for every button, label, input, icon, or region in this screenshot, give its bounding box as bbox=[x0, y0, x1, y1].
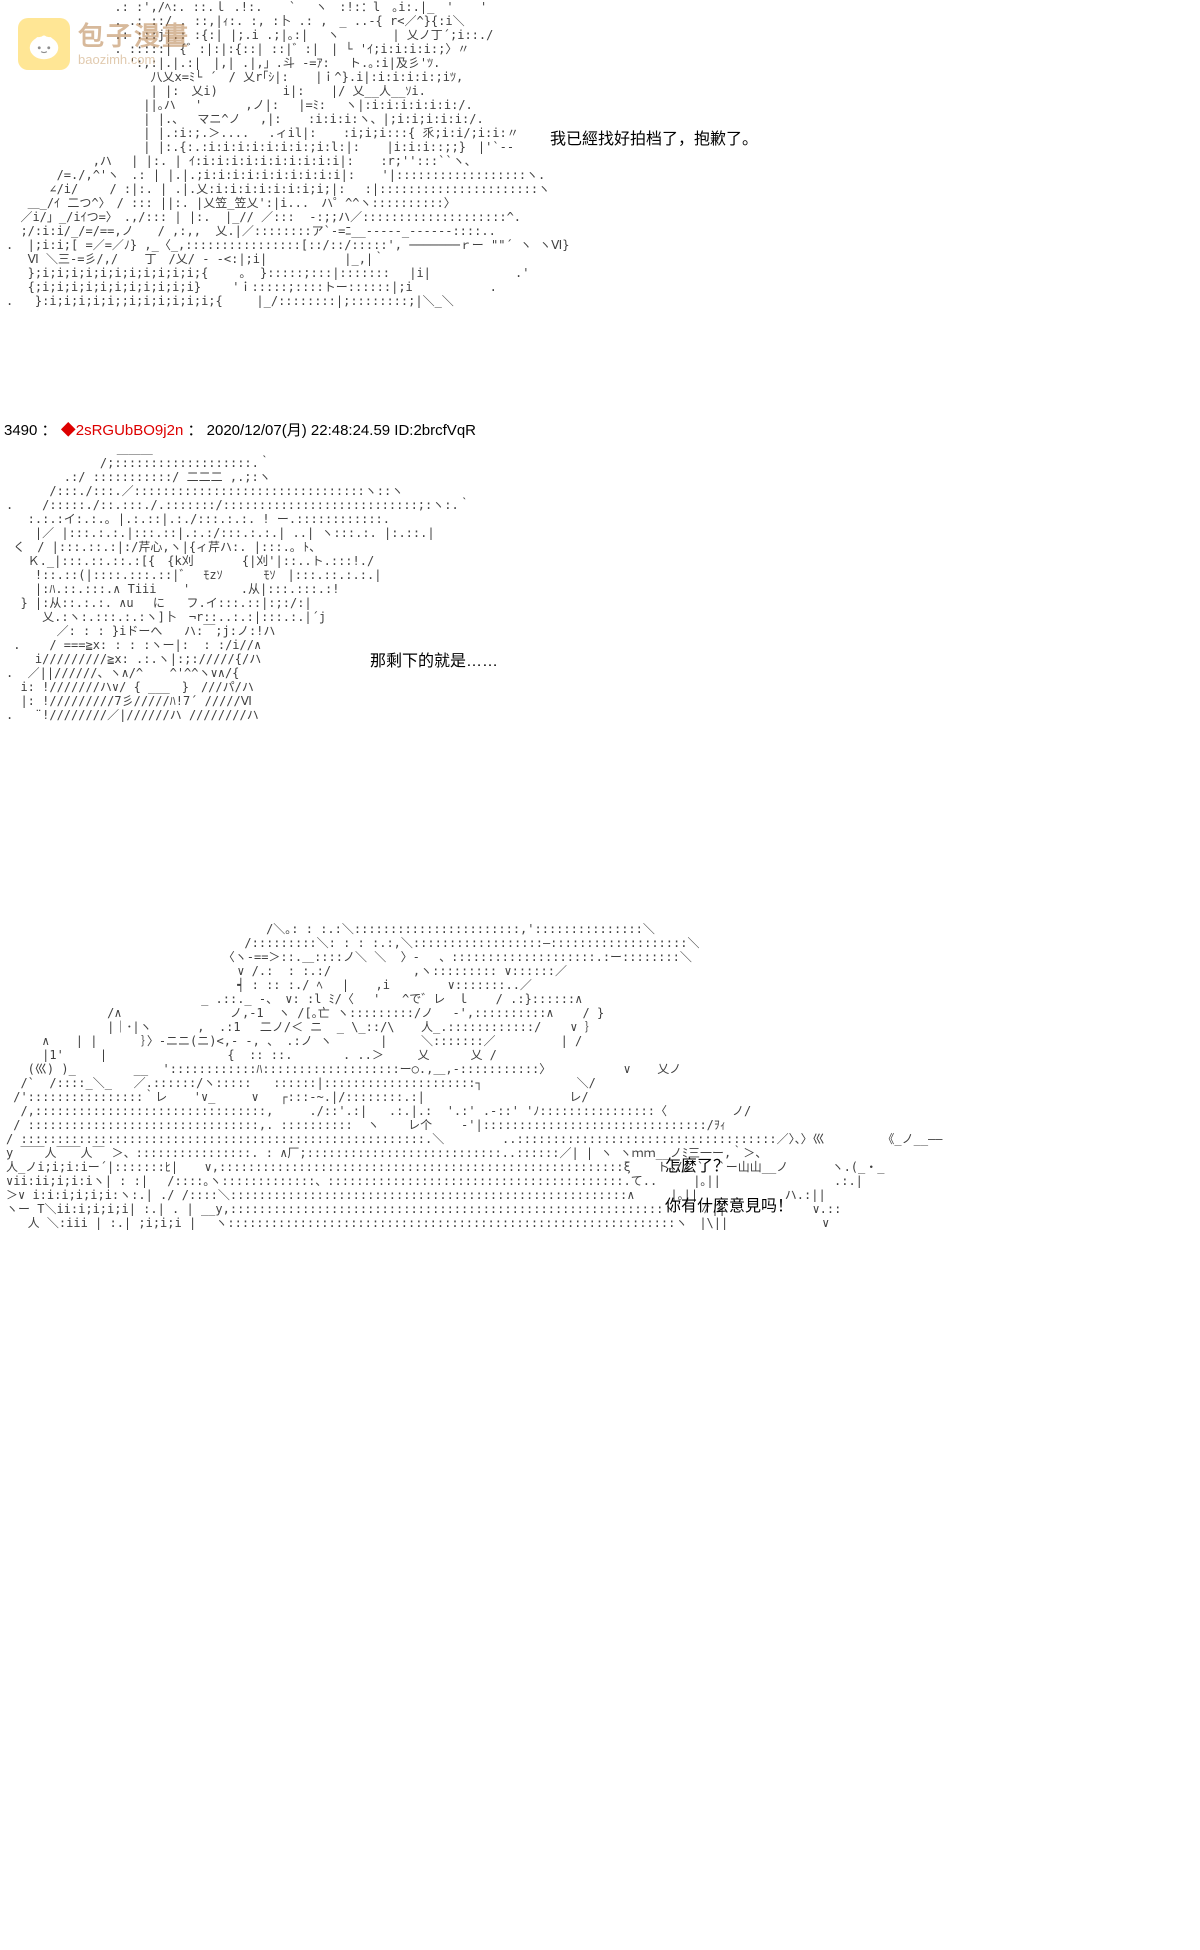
sep: ： bbox=[187, 422, 202, 439]
sep: ： bbox=[42, 422, 57, 439]
post-trip: ◆2sRGUbBO9j2n bbox=[61, 422, 184, 439]
dialogue-1-1: 我已經找好拍档了，抱歉了。 bbox=[550, 130, 758, 149]
panel-3: /＼｡: : :.:＼:::::::::::::::::::::::,'::::… bbox=[0, 922, 1200, 1482]
baozi-icon bbox=[18, 18, 70, 70]
post-header: 3490 ： ◆2sRGUbBO9j2n ： 2020/12/07(月) 22:… bbox=[0, 420, 1200, 442]
dialogue-3-1: 怎麼了？ bbox=[665, 1157, 729, 1176]
ascii-art-3: /＼｡: : :.:＼:::::::::::::::::::::::,'::::… bbox=[6, 922, 1194, 1230]
watermark-title: 包子漫畫 bbox=[78, 21, 190, 52]
post-number: 3490 bbox=[4, 422, 37, 439]
post-date: 2020/12/07(月) 22:48:24.59 ID:2brcfVqR bbox=[207, 422, 476, 439]
dialogue-3-2: 你有什麼意見吗！ bbox=[665, 1197, 793, 1216]
watermark-subtitle: baozimh.com bbox=[78, 52, 190, 68]
dialogue-2-1: 那剩下的就是…… bbox=[370, 652, 498, 671]
panel-2: ＿＿＿ /;:::::::::::::::::::.｀ .:/ ::::::::… bbox=[0, 442, 1200, 842]
ascii-art-2: ＿＿＿ /;:::::::::::::::::::.｀ .:/ ::::::::… bbox=[6, 442, 1194, 722]
watermark: 包子漫畫 baozimh.com bbox=[18, 18, 190, 70]
